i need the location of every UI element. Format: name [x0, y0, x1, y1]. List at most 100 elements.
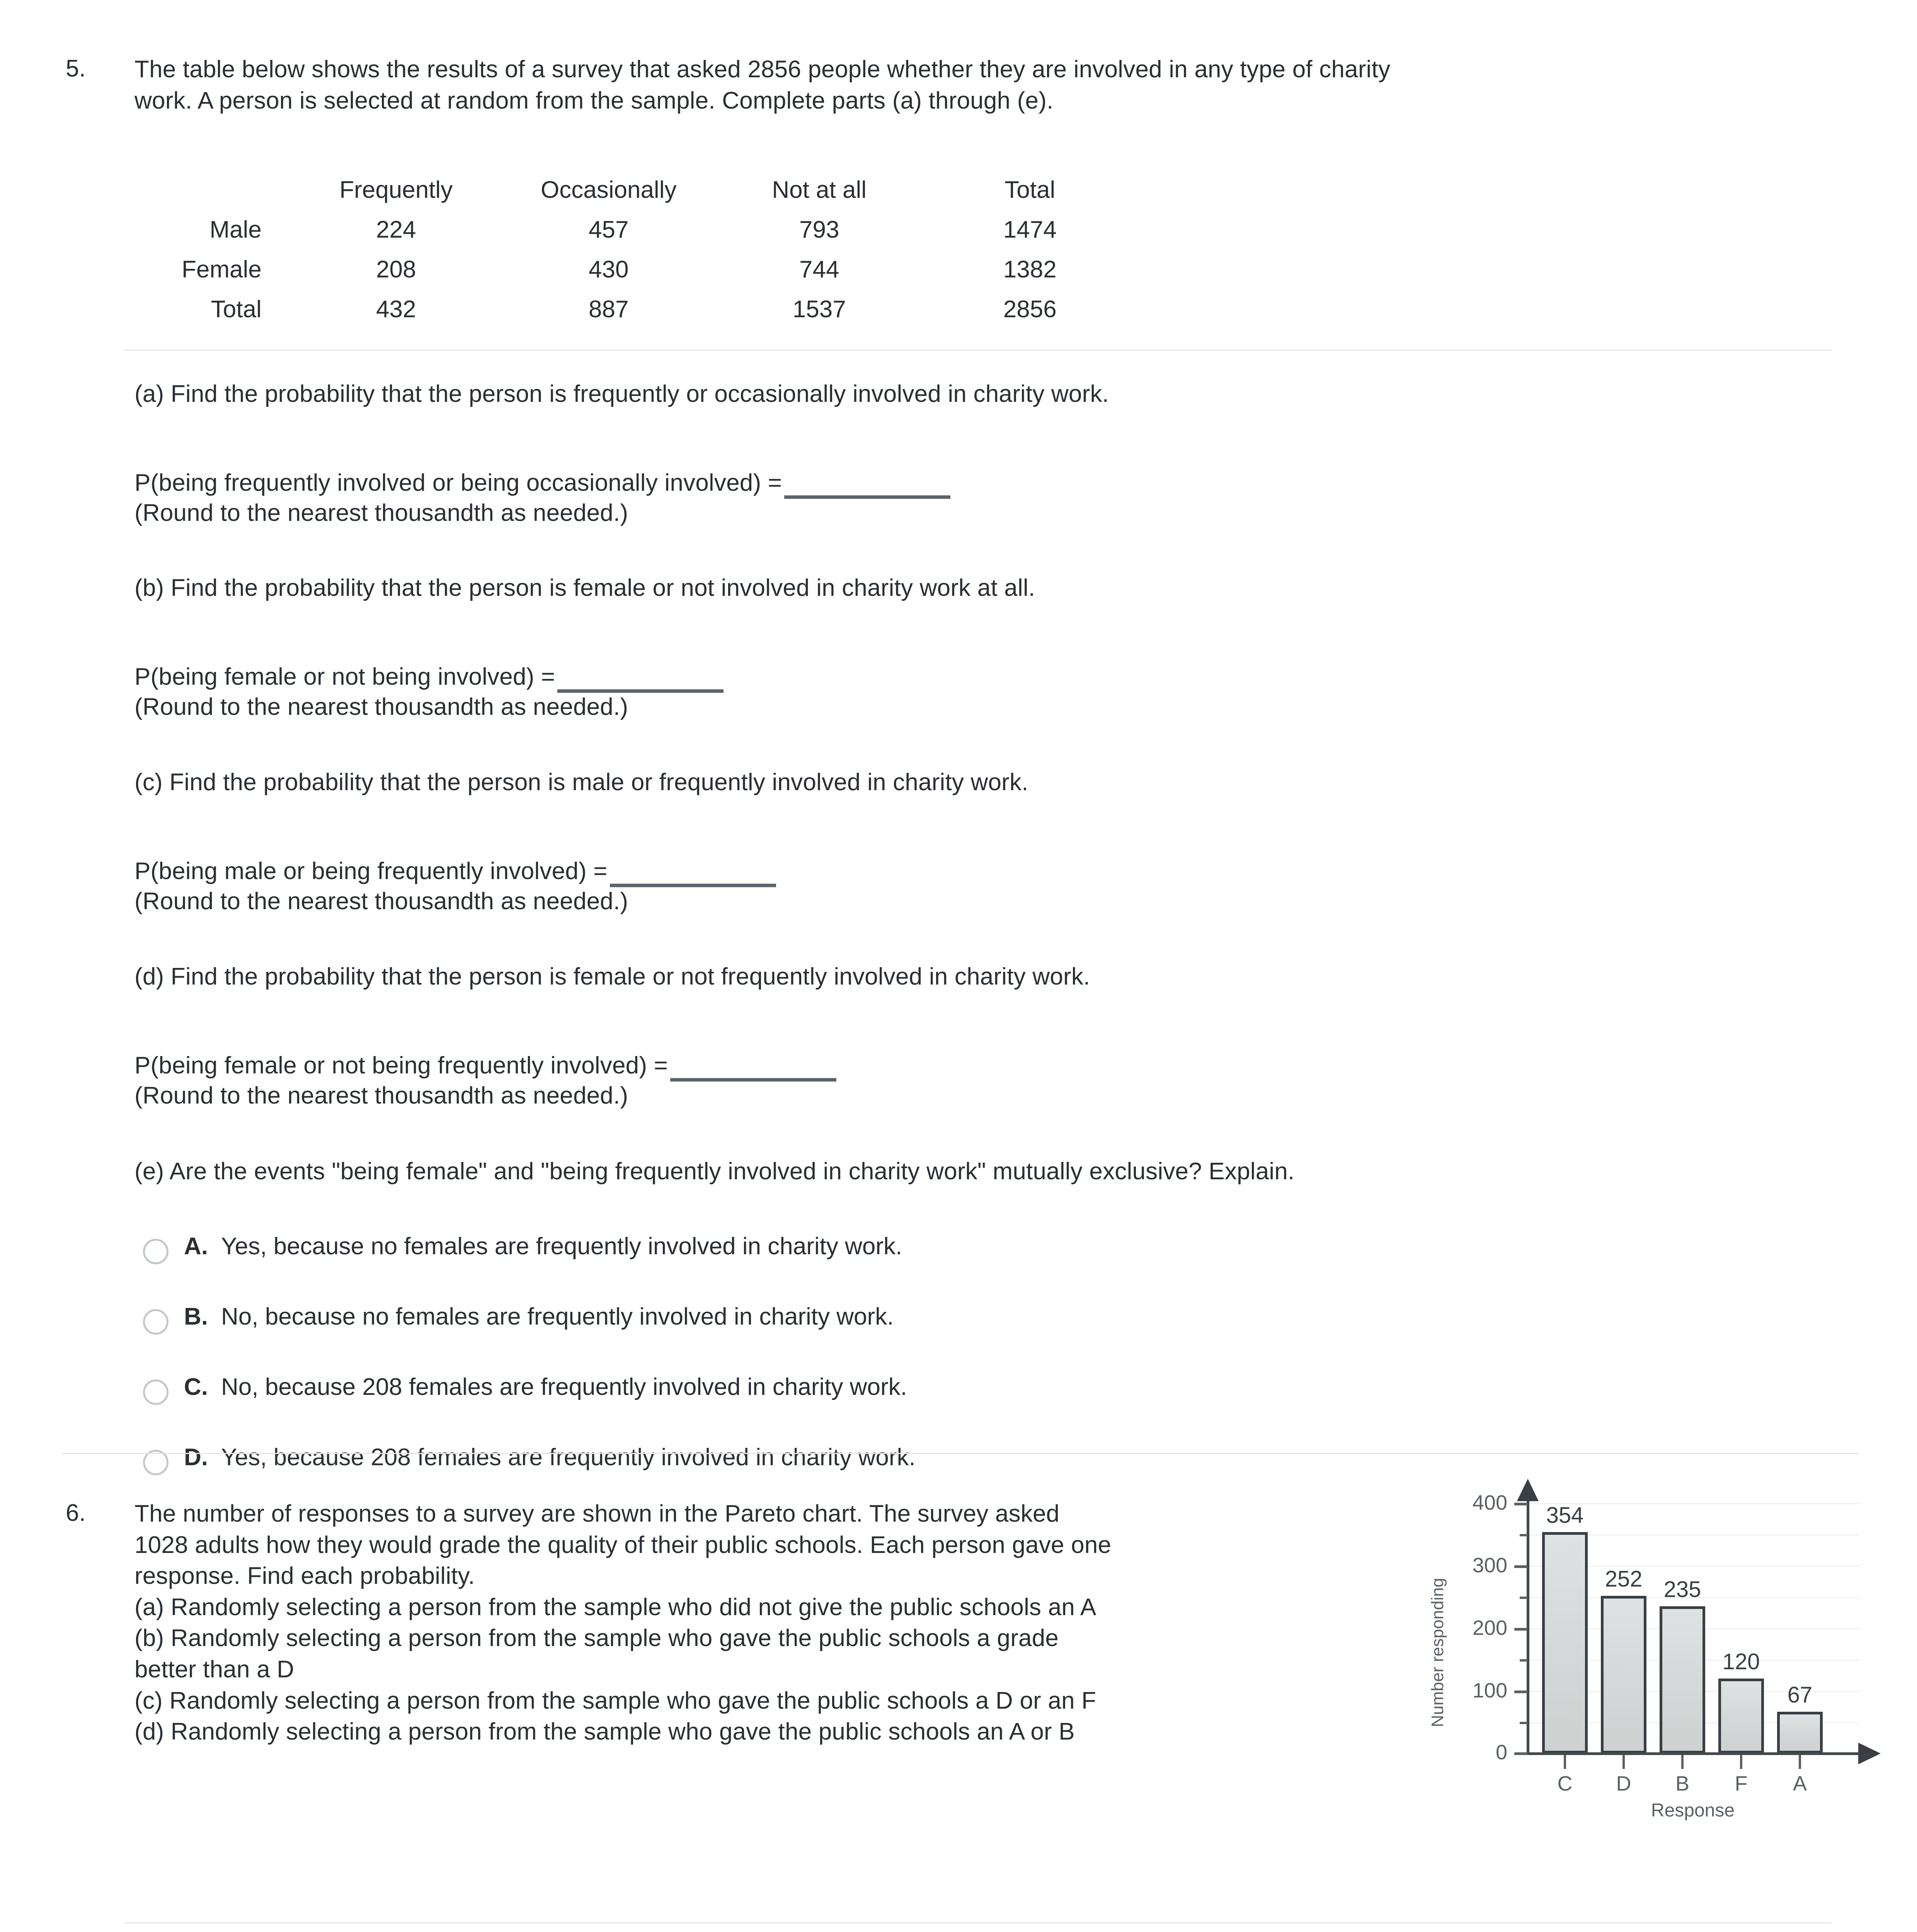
choice-option-b[interactable]: B. No, because no females are frequently… — [143, 1303, 894, 1335]
choice-a-letter: A. — [184, 1233, 208, 1260]
table-row-label-male: Male — [209, 216, 262, 243]
table-row: Total 432 887 1537 2856 — [182, 289, 1138, 329]
problem-6-item-c: (c) Randomly selecting a person from the… — [134, 1687, 1096, 1714]
part-a-answer-label: P(being frequently involved or being occ… — [134, 469, 782, 496]
contingency-table: Frequently Occasionally Not at all Total… — [182, 170, 1138, 329]
x-tick-F — [1740, 1755, 1742, 1769]
divider-between-problems — [62, 1453, 1859, 1454]
x-tick-label-D: D — [1616, 1772, 1631, 1795]
problem-5-stem-line-1: The table below shows the results of a s… — [134, 56, 1391, 83]
problem-6-stem-line-1: The number of responses to a survey are … — [134, 1500, 1060, 1527]
problem-5-number: 5. — [66, 55, 86, 82]
table-cell-total-occasionally: 887 — [589, 296, 629, 323]
x-tick-B — [1681, 1755, 1684, 1769]
part-a-round-note: (Round to the nearest thousandth as need… — [134, 500, 628, 526]
choice-c-text: No, because 208 females are frequently i… — [221, 1374, 907, 1400]
x-tick-A — [1799, 1755, 1801, 1769]
problem-6-stem: The number of responses to a survey are … — [134, 1498, 1425, 1748]
table-cell-male-total: 1474 — [1003, 216, 1057, 243]
problem-6-number: 6. — [66, 1500, 86, 1526]
part-c-prompt: (c) Find the probability that the person… — [134, 769, 1028, 796]
table-cell-female-not-at-all: 744 — [799, 256, 839, 283]
choice-option-a[interactable]: A. Yes, because no females are frequentl… — [143, 1233, 902, 1264]
problem-6-stem-line-3: response. Find each probability. — [134, 1563, 475, 1590]
bar-C — [1542, 1532, 1588, 1753]
problem-6-item-a: (a) Randomly selecting a person from the… — [134, 1594, 1096, 1621]
problem-6-item-b: (b) Randomly selecting a person from the… — [134, 1625, 1059, 1652]
table-corner-cell — [182, 170, 292, 210]
table-col-header-occasionally: Occasionally — [541, 177, 677, 203]
part-d-answer-input[interactable] — [670, 1078, 836, 1082]
part-a-answer-row: P(being frequently involved or being occ… — [134, 468, 953, 499]
bar-label-D: 252 — [1605, 1566, 1643, 1592]
x-axis-arrow-icon — [1858, 1743, 1881, 1764]
part-c-answer-label: P(being male or being frequently involve… — [134, 858, 608, 884]
part-e-prompt: (e) Are the events "being female" and "b… — [134, 1158, 1295, 1185]
choice-option-c[interactable]: C. No, because 208 females are frequentl… — [143, 1373, 907, 1405]
y-axis-title: Number responding — [1428, 1578, 1447, 1727]
table-cell-female-total: 1382 — [1003, 256, 1057, 283]
part-d-answer-row: P(being female or not being frequently i… — [134, 1050, 839, 1082]
y-minor-tick-350 — [1520, 1534, 1527, 1536]
x-tick-label-A: A — [1793, 1772, 1807, 1795]
radio-button-icon[interactable] — [143, 1239, 169, 1264]
part-c-round-note: (Round to the nearest thousandth as need… — [134, 888, 628, 915]
table-row: Male 224 457 793 1474 — [182, 210, 1138, 250]
part-b-prompt: (b) Find the probability that the person… — [134, 575, 1035, 601]
part-b-round-note: (Round to the nearest thousandth as need… — [134, 694, 628, 720]
radio-button-icon[interactable] — [143, 1450, 169, 1475]
problem-6-item-d: (d) Randomly selecting a person from the… — [134, 1718, 1075, 1745]
y-tick-label-0: 0 — [1495, 1741, 1507, 1764]
bar-label-F: 120 — [1722, 1649, 1760, 1674]
part-c-answer-row: P(being male or being frequently involve… — [134, 856, 778, 887]
table-row-label-female: Female — [182, 256, 262, 283]
x-axis-line — [1527, 1752, 1859, 1755]
bar-A — [1777, 1712, 1823, 1753]
bar-B — [1660, 1606, 1705, 1753]
y-tick-400 — [1514, 1503, 1527, 1505]
x-tick-label-B: B — [1675, 1772, 1690, 1795]
part-d-answer-label: P(being female or not being frequently i… — [134, 1052, 668, 1079]
y-tick-100 — [1514, 1690, 1527, 1693]
radio-button-icon[interactable] — [143, 1379, 169, 1405]
x-tick-label-F: F — [1735, 1772, 1748, 1795]
table-col-header-not-at-all: Not at all — [772, 177, 867, 203]
divider-below-table — [124, 350, 1832, 351]
problem-6-stem-line-2: 1028 adults how they would grade the qua… — [134, 1531, 1112, 1558]
y-tick-label-200: 200 — [1472, 1616, 1507, 1639]
table-cell-male-frequently: 224 — [376, 216, 416, 243]
y-tick-label-300: 300 — [1472, 1554, 1507, 1577]
table-row: Female 208 430 744 1382 — [182, 250, 1138, 289]
table-header-row: Frequently Occasionally Not at all Total — [182, 170, 1138, 210]
problem-5-stem: The table below shows the results of a s… — [134, 54, 1854, 116]
bar-label-B: 235 — [1663, 1577, 1701, 1602]
y-axis-arrow-icon — [1517, 1479, 1539, 1501]
y-minor-tick-150 — [1520, 1659, 1527, 1662]
table-cell-male-not-at-all: 793 — [799, 216, 839, 243]
bar-label-A: 67 — [1787, 1682, 1813, 1708]
table-cell-female-frequently: 208 — [376, 256, 416, 283]
choice-a-text: Yes, because no females are frequently i… — [221, 1233, 902, 1260]
choice-option-d[interactable]: D. Yes, because 208 females are frequent… — [143, 1444, 916, 1475]
part-b-answer-label: P(being female or not being involved) = — [134, 663, 555, 690]
problem-6-item-b-cont: better than a D — [134, 1656, 295, 1683]
bar-D — [1601, 1596, 1646, 1753]
choice-c-letter: C. — [184, 1374, 208, 1400]
part-c-answer-input[interactable] — [609, 883, 776, 887]
choice-b-text: No, because no females are frequently in… — [221, 1303, 894, 1330]
bar-F — [1718, 1679, 1764, 1753]
choice-b-letter: B. — [184, 1303, 208, 1330]
table-cell-male-occasionally: 457 — [589, 216, 629, 243]
radio-button-icon[interactable] — [143, 1309, 169, 1335]
table-cell-total-not-at-all: 1537 — [792, 296, 846, 323]
part-b-answer-input[interactable] — [557, 689, 724, 693]
part-a-answer-input[interactable] — [784, 495, 951, 499]
part-b-answer-row: P(being female or not being involved) = — [134, 662, 726, 693]
choice-d-text: Yes, because 208 females are frequently … — [221, 1444, 916, 1471]
y-tick-300 — [1514, 1565, 1527, 1568]
table-col-header-frequently: Frequently — [339, 177, 453, 203]
x-tick-C — [1564, 1755, 1566, 1769]
y-minor-tick-250 — [1520, 1597, 1527, 1599]
y-tick-label-400: 400 — [1472, 1491, 1507, 1514]
